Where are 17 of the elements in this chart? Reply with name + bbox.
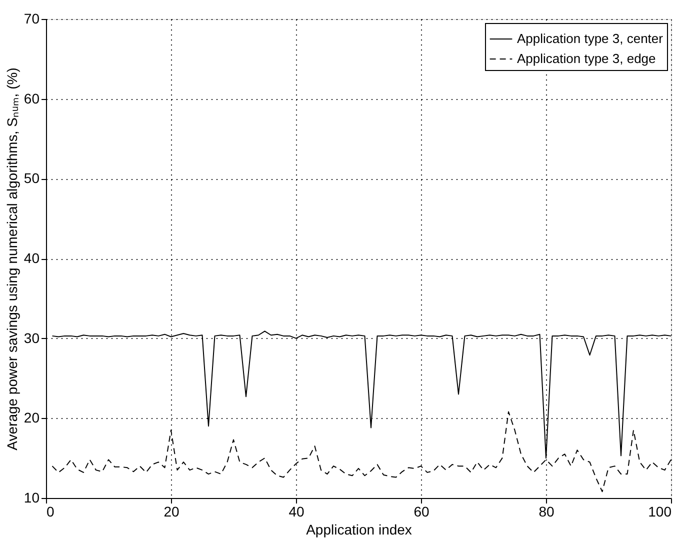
y-tick-label: 70 [24, 10, 40, 26]
y-tick-label: 30 [24, 330, 40, 346]
x-tick-label: 0 [46, 504, 54, 520]
legend-label: Application type 3, edge [517, 51, 656, 66]
y-tick-label: 60 [24, 90, 40, 106]
y-tick-label: 10 [24, 490, 40, 506]
x-tick-label: 80 [538, 504, 554, 520]
y-tick-label: 50 [24, 170, 40, 186]
x-tick-label: 100 [648, 504, 672, 520]
x-tick-label: 40 [288, 504, 304, 520]
legend-label: Application type 3, center [517, 31, 664, 46]
x-axis-title: Application index [306, 522, 412, 538]
x-tick-label: 60 [414, 504, 430, 520]
y-tick-label: 20 [24, 410, 40, 426]
y-tick-label: 40 [24, 250, 40, 266]
x-tick-label: 20 [164, 504, 180, 520]
y-axis-title: Average power savings using numerical algorithms, Sₙᵤₘ, (%) [4, 68, 20, 450]
